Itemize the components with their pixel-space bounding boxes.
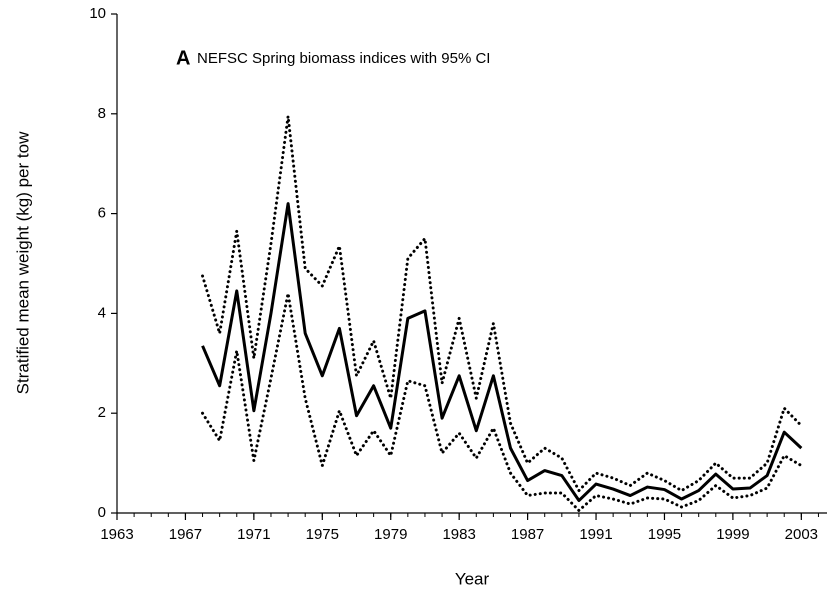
x-tick-label: 1995 xyxy=(648,526,681,543)
ci-line xyxy=(201,291,803,513)
x-tick-label: 1987 xyxy=(511,526,544,543)
ci-line xyxy=(201,114,803,493)
y-tick-label: 8 xyxy=(98,105,106,122)
x-tick-label: 1971 xyxy=(237,526,270,543)
panel-label: A xyxy=(176,47,190,69)
x-tick-label: 1983 xyxy=(442,526,475,543)
annotation: NEFSC Spring biomass indices with 95% CI xyxy=(197,50,490,67)
y-tick-label: 6 xyxy=(98,205,106,222)
y-tick-label: 4 xyxy=(98,304,106,321)
y-axis-title: Stratified mean weight (kg) per tow xyxy=(13,131,32,394)
x-tick-label: 1967 xyxy=(169,526,202,543)
x-tick-label: 1999 xyxy=(716,526,749,543)
x-tick-label: 1991 xyxy=(579,526,612,543)
x-tick-label: 1975 xyxy=(306,526,339,543)
x-axis-title: Year xyxy=(455,569,490,588)
x-tick-label: 1979 xyxy=(374,526,407,543)
y-tick-label: 2 xyxy=(98,404,106,421)
mean-line xyxy=(201,202,803,503)
x-tick-label: 2003 xyxy=(785,526,818,543)
y-tick-label: 10 xyxy=(89,5,106,22)
x-tick-label: 1963 xyxy=(100,526,133,543)
y-tick-label: 0 xyxy=(98,504,106,521)
